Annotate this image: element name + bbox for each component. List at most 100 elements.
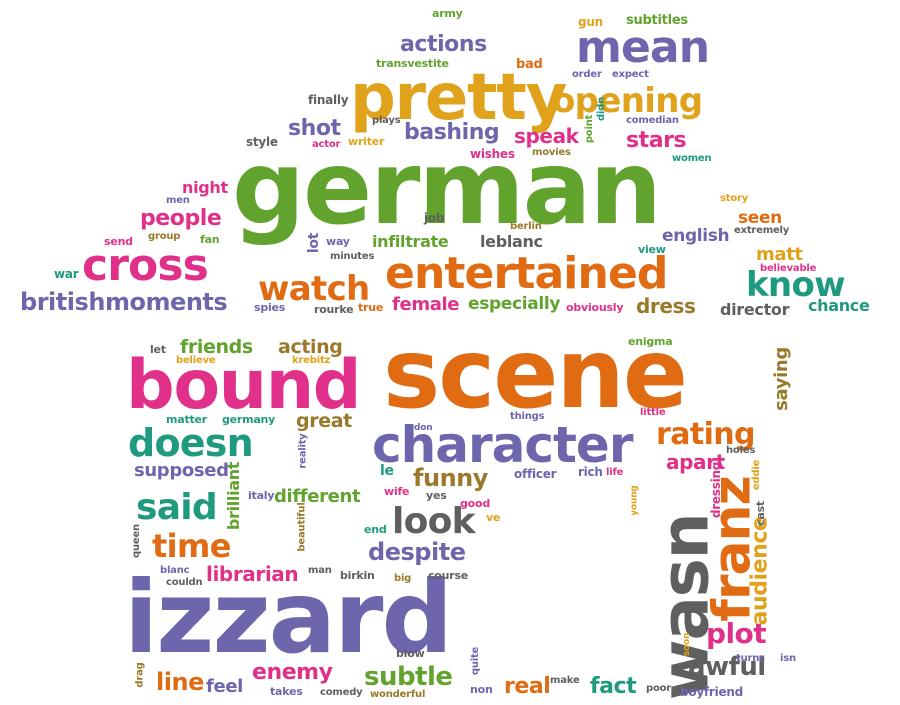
word-non: non: [470, 683, 493, 696]
word-actions: actions: [400, 32, 487, 57]
word-takes: takes: [270, 685, 303, 698]
word-writer: writer: [348, 135, 385, 148]
word-war: war: [54, 267, 79, 281]
word-opening: opening: [552, 81, 703, 121]
word-line: line: [156, 668, 204, 696]
word-point: point: [584, 114, 596, 144]
word-wonderful: wonderful: [370, 689, 426, 700]
word-life: life: [606, 467, 624, 478]
word-great: great: [296, 410, 352, 432]
word-finally: finally: [308, 93, 349, 107]
word-rourke: rourke: [314, 303, 354, 316]
word-men: men: [166, 195, 190, 206]
word-berlin: berlin: [510, 221, 542, 232]
word-big: big: [394, 573, 412, 584]
word-audience: audience: [747, 516, 773, 626]
word-germany: germany: [222, 413, 276, 426]
word-female: female: [392, 294, 460, 315]
word-comedy: comedy: [320, 687, 363, 698]
word-stars: stars: [626, 128, 687, 153]
word-different: different: [274, 486, 361, 507]
word-subtle: subtle: [364, 662, 453, 692]
word-time: time: [152, 527, 231, 565]
word-mean: mean: [576, 22, 710, 73]
word-group: group: [148, 231, 181, 242]
word-beautiful: beautiful: [296, 502, 308, 552]
word-actor: actor: [312, 139, 341, 150]
word-bad: bad: [516, 57, 543, 72]
word-leblanc: leblanc: [480, 232, 543, 251]
word-matter: matter: [166, 413, 207, 426]
word-wishes: wishes: [470, 147, 515, 161]
word-night: night: [182, 178, 228, 197]
word-ve: ve: [486, 511, 501, 524]
word-style: style: [246, 135, 278, 149]
word-blow: blow: [396, 647, 425, 660]
word-infiltrate: infiltrate: [372, 232, 449, 251]
word-way: way: [326, 235, 350, 248]
word-things: things: [510, 411, 545, 422]
word-queen: queen: [130, 524, 142, 558]
word-extremely: extremely: [734, 225, 790, 236]
word-despite: despite: [368, 538, 466, 566]
word-shot: shot: [288, 116, 341, 141]
word-birkin: birkin: [340, 569, 375, 582]
word-director: director: [720, 300, 790, 319]
word-yes: yes: [426, 489, 447, 502]
word-good: good: [460, 497, 490, 510]
word-supposed: supposed: [134, 460, 229, 481]
word-know: know: [746, 265, 846, 305]
word-look: look: [392, 501, 476, 542]
word-officer: officer: [514, 467, 557, 481]
word-saying: saying: [770, 347, 792, 411]
word-turns: turns: [736, 653, 765, 664]
word-doesn: doesn: [128, 421, 254, 465]
word-english: english: [662, 226, 730, 246]
word-rating: rating: [656, 417, 756, 452]
word-acting: acting: [278, 336, 343, 358]
word-true: true: [358, 301, 384, 314]
word-watch: watch: [258, 269, 370, 309]
word-lot: lot: [306, 232, 323, 254]
word-man: man: [308, 565, 332, 576]
word-dressing: dressing: [709, 461, 724, 519]
word-chance: chance: [808, 296, 870, 315]
word-plays: plays: [372, 115, 401, 126]
word-britishmoments: britishmoments: [20, 288, 228, 316]
word-order: order: [572, 69, 602, 80]
word-job: job: [424, 211, 445, 225]
word-subtitles: subtitles: [626, 13, 688, 28]
word-send: send: [104, 235, 133, 248]
word-cross: cross: [82, 240, 209, 291]
word-boyfriend: boyfriend: [680, 685, 744, 699]
word-especially: especially: [468, 294, 561, 314]
word-feel: feel: [206, 676, 243, 697]
word-little: little: [640, 407, 666, 418]
word-soon: soon: [682, 632, 693, 657]
word-awful: awful: [688, 652, 766, 682]
word-fan: fan: [200, 233, 220, 246]
word-quite: quite: [470, 646, 482, 676]
word-spies: spies: [254, 301, 286, 314]
word-le: le: [380, 463, 394, 479]
word-people: people: [140, 206, 222, 231]
word-let: let: [150, 343, 166, 356]
word-didn: didn: [596, 96, 608, 122]
word-cast: cast: [753, 501, 767, 526]
word-comedian: comedian: [626, 115, 679, 126]
word-expect: expect: [612, 69, 649, 80]
word-character: character: [372, 416, 633, 474]
word-krebitz: krebitz: [292, 355, 331, 366]
word-seen: seen: [738, 208, 782, 228]
word-fact: fact: [590, 674, 637, 699]
word-speak: speak: [514, 124, 579, 148]
word-gun: gun: [578, 15, 603, 29]
word-view: view: [638, 243, 666, 256]
word-friends: friends: [180, 336, 253, 358]
word-blanc: blanc: [160, 565, 190, 576]
word-bashing: bashing: [404, 120, 500, 145]
word-isn: isn: [780, 653, 796, 664]
word-wife: wife: [384, 485, 410, 498]
word-holes: holes: [726, 445, 756, 456]
